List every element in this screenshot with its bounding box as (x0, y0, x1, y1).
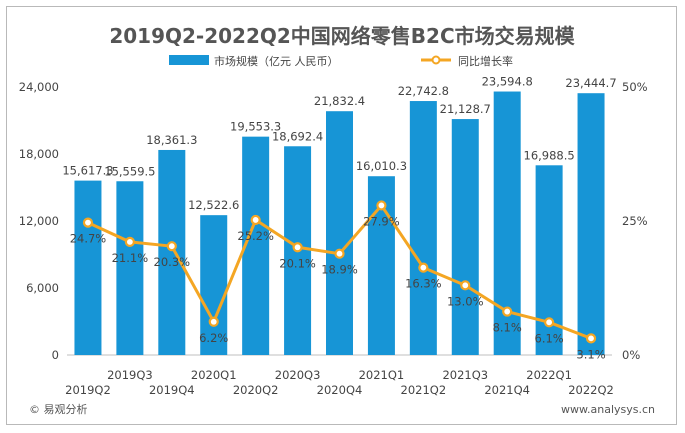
growth-point (208, 316, 219, 327)
bar (409, 101, 437, 356)
growth-value-label: 27.9% (363, 214, 400, 228)
growth-value-label: 21.1% (112, 251, 149, 265)
growth-point (82, 217, 94, 228)
x-axis-label: 2022Q2 (568, 383, 614, 397)
growth-point (334, 248, 345, 259)
growth-value-label: 20.3% (154, 255, 191, 269)
growth-point (585, 333, 597, 344)
growth-value-label: 13.0% (447, 294, 484, 308)
growth-point (502, 306, 513, 317)
bar-value-label: 15,617.3 (62, 164, 113, 178)
bar-value-label: 21,832.4 (314, 94, 365, 108)
growth-value-label: 20.1% (279, 256, 316, 270)
source-right: www.analysys.cn (561, 403, 655, 416)
growth-point (124, 236, 135, 248)
bar (577, 93, 605, 355)
growth-point (292, 242, 303, 253)
growth-value-label: 25.2% (237, 229, 274, 243)
growth-point (418, 262, 429, 273)
growth-point (250, 214, 261, 226)
chart-canvas: 2019Q2-2022Q2中国网络零售B2C市场交易规模 市场规模（亿元 人民币… (19, 24, 655, 416)
bar (116, 181, 144, 355)
x-axis-label: 2019Q4 (149, 383, 195, 397)
bar-value-label: 23,594.8 (482, 75, 533, 89)
bar-value-label: 18,692.4 (272, 129, 323, 143)
x-axis-label: 2020Q2 (233, 383, 279, 397)
bar-value-labels: 15,617.315,559.5 18,361.3 12,522.6 19,553.3… (62, 75, 616, 213)
legend-bar-swatch (169, 55, 209, 65)
growth-value-labels: 24.7% 21.1% 20.3% 6.2% 25.2% 20.1% 18.9% 27.9% 1… (70, 214, 606, 361)
bar-value-label: 16,988.5 (524, 148, 575, 162)
chart-frame: 2019Q2-2022Q2中国网络零售B2C市场交易规模 市场规模（亿元 人民币… (6, 6, 677, 425)
bar-value-label: 21,128.7 (440, 102, 491, 116)
bar (74, 180, 102, 355)
bar-value-label: 23,444.7 (565, 76, 616, 90)
x-axis-labels: 2019Q22019Q32019Q42020Q12020Q22020Q32020… (65, 368, 614, 397)
growth-value-label: 3.1% (576, 347, 605, 361)
bar (242, 136, 270, 355)
growth-value-label: 8.1% (493, 321, 522, 335)
bar-value-label: 18,361.3 (146, 133, 197, 147)
bar-value-label: 19,553.3 (230, 120, 281, 134)
bar-value-label: 15,559.5 (104, 164, 155, 178)
growth-value-label: 24.7% (70, 232, 107, 246)
x-axis-label: 2020Q1 (191, 368, 237, 382)
left-axis-tick: 18,000 (19, 147, 59, 161)
growth-point (166, 241, 177, 252)
x-axis-label: 2020Q4 (317, 383, 363, 397)
bar (200, 215, 228, 355)
x-axis-label: 2019Q2 (65, 383, 111, 397)
left-axis-tick: 6,000 (26, 281, 59, 295)
growth-point (460, 280, 471, 291)
chart-title: 2019Q2-2022Q2中国网络零售B2C市场交易规模 (109, 24, 575, 48)
growth-value-label: 18.9% (321, 263, 358, 277)
legend: 市场规模（亿元 人民币） 同比增长率 (169, 54, 513, 68)
x-axis-label: 2021Q1 (359, 368, 405, 382)
right-axis-tick: 50% (622, 80, 648, 94)
bar (158, 149, 186, 355)
legend-bar-label: 市场规模（亿元 人民币） (214, 54, 339, 68)
bar-value-label: 22,742.8 (398, 84, 449, 98)
bar (451, 119, 479, 355)
left-axis: 0 6,000 12,000 18,000 24,000 (19, 80, 59, 362)
x-axis-label: 2022Q1 (526, 368, 572, 382)
x-axis-label: 2021Q4 (484, 383, 530, 397)
bar (326, 111, 353, 355)
x-axis-label: 2020Q3 (275, 368, 321, 382)
growth-value-label: 6.2% (199, 331, 228, 345)
bar-series (74, 91, 605, 356)
right-axis-tick: 0% (622, 348, 640, 362)
x-axis-label: 2021Q2 (401, 383, 447, 397)
left-axis-tick: 24,000 (19, 80, 59, 94)
growth-line-series (82, 200, 597, 344)
left-axis-tick: 12,000 (19, 214, 59, 228)
legend-line-label: 同比增长率 (458, 54, 513, 68)
bar-value-label: 16,010.3 (356, 159, 407, 173)
right-axis: 0% 25% 50% (622, 80, 648, 362)
right-axis-tick: 25% (622, 214, 648, 228)
source-left: © 易观分析 (29, 402, 88, 416)
growth-point (376, 200, 387, 211)
growth-value-label: 6.1% (535, 331, 564, 345)
left-axis-tick: 0 (52, 348, 59, 362)
x-axis-label: 2019Q3 (107, 368, 153, 382)
growth-point (544, 317, 555, 328)
bar-value-label: 12,522.6 (188, 198, 239, 212)
growth-value-label: 16.3% (405, 277, 442, 291)
x-axis-label: 2021Q3 (442, 368, 488, 382)
legend-line-marker (431, 55, 441, 65)
